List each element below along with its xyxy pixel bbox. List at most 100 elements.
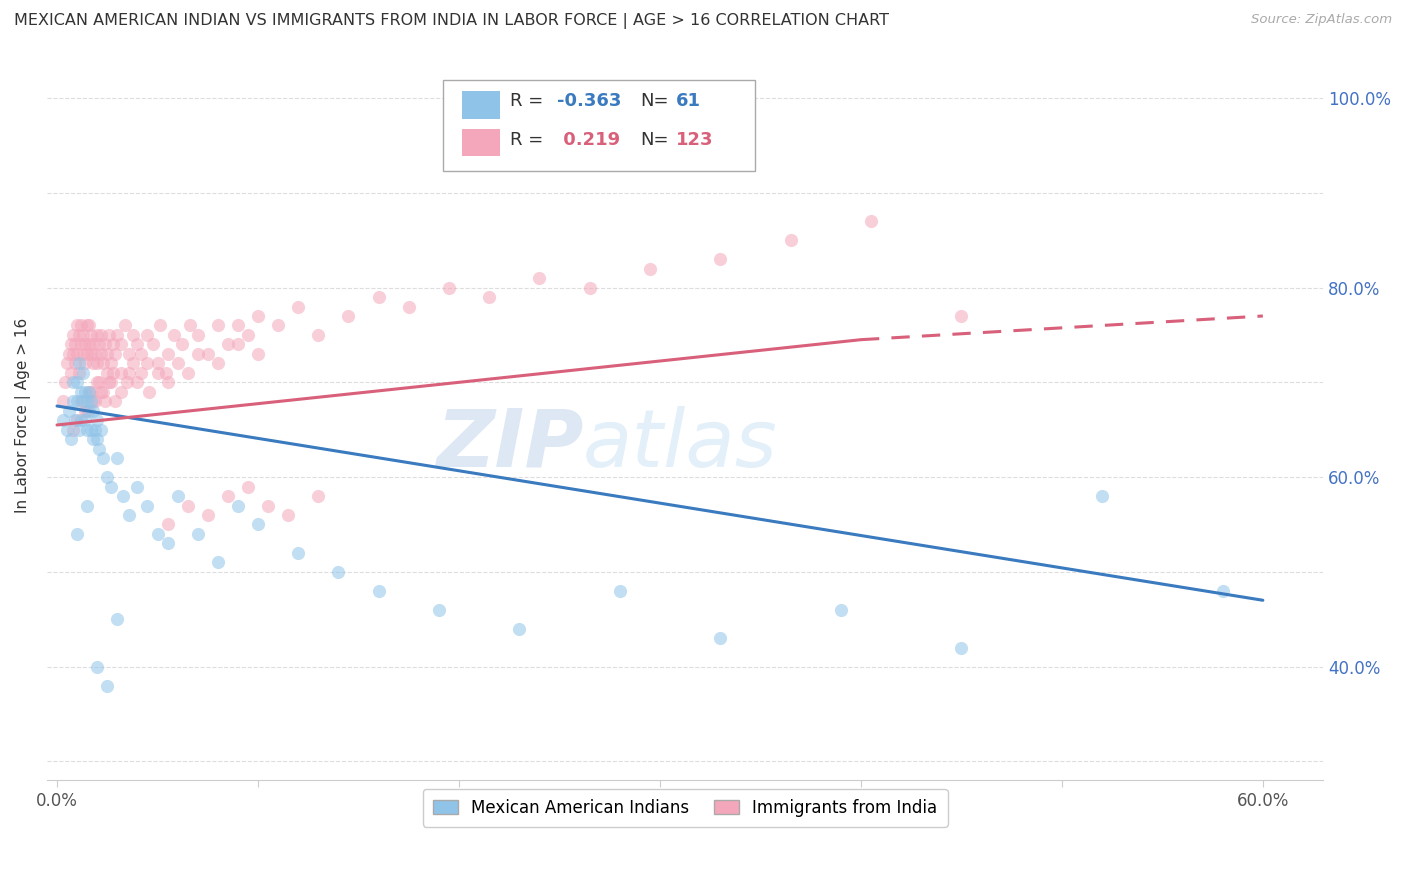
Point (122, 328, 145, 343)
Point (179, 318, 201, 333)
Point (80, 328, 103, 343)
Point (1091, 489, 1114, 503)
Point (236, 328, 259, 343)
Point (110, 366, 132, 380)
Point (72, 394, 94, 409)
Bar (461, 91, 501, 119)
Point (197, 347, 219, 361)
Point (131, 366, 153, 380)
Point (166, 356, 188, 370)
Point (609, 583, 631, 598)
Point (122, 356, 145, 370)
Point (105, 328, 128, 343)
Point (75, 384, 97, 399)
Point (105, 451, 128, 466)
Point (176, 499, 198, 513)
Point (427, 603, 450, 617)
Point (89, 442, 111, 456)
Point (217, 337, 239, 351)
Point (70, 413, 93, 427)
Point (257, 499, 280, 513)
Point (508, 622, 530, 636)
Point (77, 337, 100, 351)
Point (67, 356, 90, 370)
Point (70, 394, 93, 409)
Point (90, 423, 112, 437)
Point (67, 328, 90, 343)
Point (117, 376, 139, 390)
Point (478, 290, 501, 304)
Point (67, 366, 90, 380)
Point (367, 290, 389, 304)
Point (437, 280, 460, 294)
Point (138, 384, 160, 399)
Point (127, 376, 149, 390)
Point (82, 394, 104, 409)
Point (52, 413, 75, 427)
Point (56, 356, 79, 370)
Point (246, 309, 269, 323)
Point (77, 384, 100, 399)
Point (236, 479, 259, 493)
Text: N=: N= (640, 131, 669, 149)
Text: MEXICAN AMERICAN INDIAN VS IMMIGRANTS FROM INDIA IN LABOR FORCE | AGE > 16 CORRE: MEXICAN AMERICAN INDIAN VS IMMIGRANTS FR… (14, 13, 889, 29)
Point (75, 413, 97, 427)
Point (146, 366, 169, 380)
Point (91, 451, 114, 466)
Point (75, 337, 97, 351)
Point (859, 214, 882, 228)
Point (96, 366, 118, 380)
Point (82, 432, 104, 446)
Point (267, 318, 290, 333)
Text: Source: ZipAtlas.com: Source: ZipAtlas.com (1251, 13, 1392, 27)
Point (709, 252, 731, 267)
Point (63, 413, 86, 427)
Point (76, 394, 98, 409)
Point (207, 318, 229, 333)
Point (287, 300, 309, 314)
Point (76, 499, 98, 513)
Point (156, 376, 179, 390)
Point (110, 337, 132, 351)
Y-axis label: In Labor Force | Age > 16: In Labor Force | Age > 16 (15, 318, 31, 513)
Point (638, 261, 661, 276)
Point (76, 423, 98, 437)
Point (62, 394, 84, 409)
Point (72, 347, 94, 361)
Point (529, 271, 551, 285)
Point (60, 337, 83, 351)
Point (950, 640, 973, 655)
Point (136, 328, 159, 343)
Point (187, 328, 209, 343)
Point (226, 499, 249, 513)
Point (66, 527, 89, 541)
Point (75, 356, 97, 370)
Legend: Mexican American Indians, Immigrants from India: Mexican American Indians, Immigrants fro… (423, 789, 948, 827)
Point (94, 337, 117, 351)
Point (67, 423, 90, 437)
Point (89, 376, 111, 390)
FancyBboxPatch shape (443, 80, 755, 171)
Point (187, 347, 209, 361)
Bar (461, 128, 501, 156)
Point (118, 347, 141, 361)
Text: ZIP: ZIP (436, 406, 583, 483)
Point (66, 318, 89, 333)
Point (86, 356, 108, 370)
Point (1212, 583, 1234, 598)
Point (170, 337, 193, 351)
Point (86, 659, 108, 673)
Point (98, 376, 121, 390)
Text: 0.219: 0.219 (557, 131, 620, 149)
Point (56, 423, 79, 437)
Point (337, 309, 360, 323)
Point (226, 318, 249, 333)
Point (146, 527, 169, 541)
Text: atlas: atlas (583, 406, 778, 483)
Point (100, 376, 122, 390)
Point (146, 356, 169, 370)
Point (82, 356, 104, 370)
Point (94, 394, 117, 409)
Point (950, 309, 973, 323)
Point (90, 328, 112, 343)
